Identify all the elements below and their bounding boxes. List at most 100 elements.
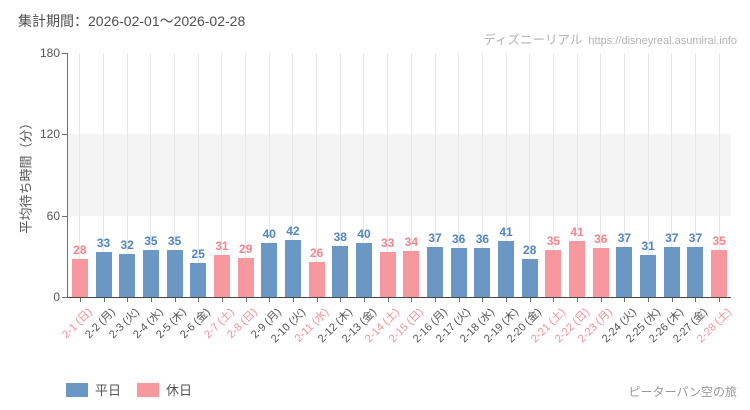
x-axis-tick [269,298,271,302]
bar-weekday [142,249,159,297]
plot-area: 0 60 120 180 28 2-1 (日) 33 2-2 (月) 32 2-3 (火) 35 2-… [40,46,734,345]
day-gridline [316,53,318,297]
bar-holiday [403,250,420,297]
x-axis-tick [127,298,129,302]
day-gridline [150,53,152,297]
x-axis-tick [150,298,152,302]
x-axis-tick [671,298,673,302]
bar-holiday [71,259,88,297]
day-gridline [481,53,483,297]
site-brand-label: ディズニーリアル [483,33,583,47]
legend: 平日 休日 [66,380,192,399]
bar-value-label: 37 [688,230,703,245]
bar-value-label: 35 [167,233,182,248]
bar-value-label: 41 [570,225,584,240]
legend-label-holiday: 休日 [166,383,193,398]
x-axis-tick [198,298,200,302]
bar-value-label: 37 [617,230,632,245]
x-axis-tick [411,298,413,302]
bar-holiday [592,248,609,297]
x-axis-tick [529,298,531,302]
bar-weekday [166,249,183,297]
y-axis-tick [62,215,68,217]
bar-weekday [498,241,515,297]
legend-swatch-holiday [137,382,160,397]
day-gridline [126,53,128,297]
day-gridline [647,53,649,297]
x-axis-tick [435,298,437,302]
bar-holiday [711,249,728,297]
bar-value-label: 38 [333,229,347,244]
x-axis-tick [363,298,365,302]
bar-weekday [616,246,633,297]
bar-value-label: 32 [120,237,134,252]
period-title: 集計期間：2026-02-01～2026-02-28 [18,13,246,29]
day-gridline [576,53,578,297]
y-axis-tick [62,53,68,54]
bar-weekday [640,254,657,297]
bar-holiday [213,254,230,297]
bar-holiday [569,241,586,297]
x-axis-tick [458,298,460,302]
site-url-label: https://disneyreal.asumirai.info [588,35,737,47]
day-gridline [410,53,412,297]
y-axis-tick [62,134,68,136]
day-gridline [245,53,247,297]
day-gridline [221,53,223,297]
x-axis-tick [340,298,342,302]
bar-value-label: 33 [380,236,395,251]
x-axis-tick [103,298,105,302]
bar-value-label: 28 [73,243,87,258]
bar-value-label: 36 [475,232,490,247]
day-gridline [339,53,341,297]
bar-holiday [237,257,254,297]
x-axis-tick [79,298,81,302]
y-tick-label: 180 [39,46,60,60]
day-gridline [529,53,531,297]
y-band [68,134,731,216]
legend-item-holiday: 休日 [137,380,192,399]
bar-value-label: 41 [499,225,513,240]
x-axis-tick [719,298,721,302]
bar-value-label: 35 [144,233,158,248]
bar-value-label: 28 [523,243,537,258]
day-gridline [434,53,436,297]
bar-weekday [119,253,136,297]
bar-weekday [190,263,207,297]
bar-weekday [95,252,112,297]
day-gridline [458,53,460,297]
day-gridline [623,53,625,297]
bar-weekday [687,246,704,297]
x-axis-tick [648,298,650,302]
day-gridline [671,53,673,297]
bar-weekday [521,259,538,297]
attraction-name: ピーターパン空の旅 [628,385,737,399]
day-gridline [363,53,365,297]
bar-weekday [663,246,680,297]
bar-value-label: 26 [309,245,324,260]
x-axis-tick [316,298,318,302]
bar-value-label: 36 [452,232,466,247]
day-gridline [552,53,554,297]
day-gridline [600,53,602,297]
bar-weekday [261,242,278,297]
y-axis-tick [62,297,68,298]
x-axis-tick [624,298,626,302]
day-gridline [103,53,105,297]
bar-value-label: 40 [262,226,276,241]
bar-value-label: 33 [96,236,111,251]
x-axis-tick [600,298,602,302]
day-gridline [505,53,507,297]
bar-value-label: 25 [191,247,205,262]
x-axis-tick [577,298,579,302]
bar-weekday [355,242,372,297]
bar-value-label: 29 [238,241,253,256]
bar-weekday [450,248,467,297]
bar-holiday [545,249,562,297]
x-axis-tick [221,298,223,302]
bar-value-label: 31 [215,238,229,253]
y-tick-label: 60 [46,208,60,223]
legend-swatch-weekday [66,382,88,397]
bar-value-label: 40 [357,226,371,241]
